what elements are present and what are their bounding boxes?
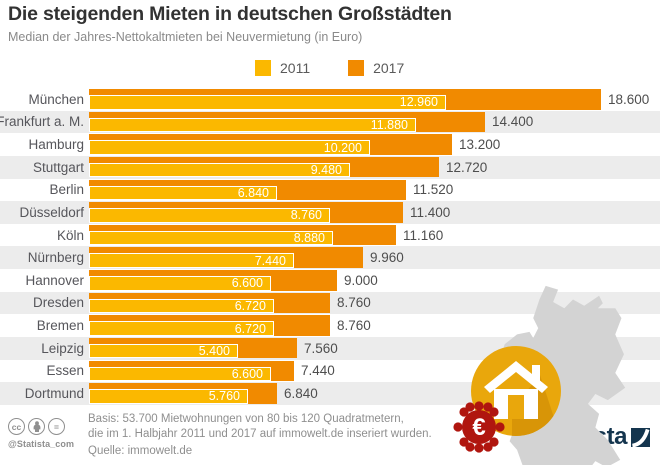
bar-2011: 7.440 bbox=[89, 253, 294, 268]
value-label-2011: 10.200 bbox=[323, 140, 362, 155]
value-label-2011: 5.760 bbox=[208, 389, 240, 404]
bar-2011: 9.480 bbox=[89, 162, 350, 178]
bar-2011: 6.600 bbox=[89, 366, 271, 382]
chart-row: Nürnberg 7.440 9.960 bbox=[0, 246, 660, 269]
chart-rows: München 12.960 18.600 Frankfurt a. M. 11.880… bbox=[0, 88, 660, 405]
source-note: Quelle: immowelt.de bbox=[88, 445, 193, 457]
value-label-2017: 12.720 bbox=[446, 159, 488, 175]
chart-row: Hannover 6.600 9.000 bbox=[0, 269, 660, 292]
bar-2011: 12.960 bbox=[89, 95, 446, 110]
value-label-2011: 7.440 bbox=[254, 253, 286, 268]
bar-2011: 6.720 bbox=[89, 321, 274, 336]
city-label: Dresden bbox=[32, 295, 84, 311]
value-label-2011: 12.960 bbox=[399, 95, 438, 110]
bar-2011: 6.720 bbox=[89, 298, 274, 314]
city-label: Leipzig bbox=[41, 340, 84, 356]
bar-2011: 11.880 bbox=[89, 117, 416, 133]
value-label-2017: 11.400 bbox=[410, 204, 451, 220]
chart-row: Dresden 6.720 8.760 bbox=[0, 291, 660, 315]
chart-row: Köln 8.880 11.160 bbox=[0, 224, 660, 247]
value-label-2011: 6.600 bbox=[231, 276, 263, 291]
bar-2011: 8.760 bbox=[89, 208, 330, 223]
value-label-2017: 6.840 bbox=[284, 385, 318, 401]
value-label-2017: 11.520 bbox=[413, 182, 454, 198]
chart-row: Essen 6.600 7.440 bbox=[0, 360, 660, 383]
page-subtitle: Median der Jahres-Nettokaltmieten bei Ne… bbox=[8, 30, 363, 44]
legend-item-2011: 2011 bbox=[255, 60, 310, 76]
value-label-2017: 18.600 bbox=[608, 91, 650, 107]
value-label-2011: 9.480 bbox=[310, 163, 342, 178]
bar-chart: München 12.960 18.600 Frankfurt a. M. 11.880… bbox=[0, 88, 660, 465]
statista-handle[interactable]: @Statista_com bbox=[8, 439, 75, 449]
chart-row: Düsseldorf 8.760 11.400 bbox=[0, 201, 660, 224]
city-label: Dortmund bbox=[24, 385, 84, 401]
legend-swatch-2017-icon bbox=[348, 60, 365, 76]
euro-badge-icon: € bbox=[453, 401, 505, 453]
city-label: Stuttgart bbox=[32, 159, 84, 175]
value-label-2011: 8.760 bbox=[290, 208, 322, 223]
value-label-2011: 6.720 bbox=[234, 321, 266, 336]
basis-note: Basis: 53.700 Mietwohnungen von 80 bis 1… bbox=[88, 412, 432, 441]
city-label: Hamburg bbox=[28, 137, 84, 153]
value-label-2017: 13.200 bbox=[459, 137, 501, 153]
city-label: Nürnberg bbox=[27, 250, 84, 266]
basis-line-2: die im 1. Halbjahr 2011 und 2017 auf imm… bbox=[88, 427, 432, 440]
value-label-2017: 8.760 bbox=[337, 295, 371, 311]
chart-row: Frankfurt a. M. 11.880 14.400 bbox=[0, 110, 660, 134]
statista-logomark-icon bbox=[631, 428, 650, 447]
value-label-2017: 11.160 bbox=[403, 227, 444, 243]
value-label-2017: 7.440 bbox=[301, 363, 335, 379]
city-label: Berlin bbox=[49, 182, 84, 198]
city-label: Essen bbox=[46, 363, 84, 379]
basis-line-1: Basis: 53.700 Mietwohnungen von 80 bis 1… bbox=[88, 413, 404, 425]
value-label-2011: 8.880 bbox=[293, 231, 325, 246]
value-label-2011: 6.840 bbox=[237, 185, 269, 200]
city-label: München bbox=[28, 91, 84, 107]
chart-row: München 12.960 18.600 bbox=[0, 88, 660, 111]
legend-label-2017: 2017 bbox=[373, 60, 405, 76]
value-label-2017: 14.400 bbox=[492, 114, 534, 130]
house-euro-icon: € bbox=[453, 346, 561, 453]
cc-attribution-icon[interactable] bbox=[28, 418, 45, 435]
legend: 2011 2017 bbox=[255, 60, 432, 76]
value-label-2017: 9.000 bbox=[344, 272, 378, 288]
cc-license-block: cc = @Statista_com bbox=[8, 418, 74, 449]
value-label-2017: 9.960 bbox=[370, 250, 404, 266]
bar-2011: 10.200 bbox=[89, 140, 370, 155]
chart-row: Stuttgart 9.480 12.720 bbox=[0, 155, 660, 179]
chart-row: Berlin 6.840 11.520 bbox=[0, 179, 660, 202]
cc-equal-icon[interactable]: = bbox=[48, 418, 65, 435]
value-label-2011: 5.400 bbox=[198, 344, 230, 359]
bar-2011: 6.840 bbox=[89, 185, 277, 201]
value-label-2017: 8.760 bbox=[337, 318, 371, 334]
page-title: Die steigenden Mieten in deutschen Großs… bbox=[8, 3, 452, 25]
chart-row: Hamburg 10.200 13.200 bbox=[0, 133, 660, 156]
value-label-2011: 6.600 bbox=[231, 366, 263, 381]
bar-2011: 8.880 bbox=[89, 230, 333, 246]
city-label: Hannover bbox=[25, 272, 84, 288]
cc-icon[interactable]: cc bbox=[8, 418, 25, 435]
legend-item-2017: 2017 bbox=[348, 60, 404, 76]
city-label: Düsseldorf bbox=[19, 204, 84, 220]
value-label-2011: 11.880 bbox=[370, 117, 408, 132]
city-label: Bremen bbox=[36, 318, 84, 334]
bar-2011: 5.400 bbox=[89, 343, 238, 359]
city-label: Frankfurt a. M. bbox=[0, 114, 84, 130]
chart-row: Bremen 6.720 8.760 bbox=[0, 314, 660, 337]
bar-2011: 6.600 bbox=[89, 276, 271, 291]
svg-text:€: € bbox=[472, 414, 485, 441]
legend-swatch-2011-icon bbox=[255, 60, 271, 76]
value-label-2017: 7.560 bbox=[304, 340, 338, 356]
house-glyph bbox=[484, 361, 548, 419]
legend-label-2011: 2011 bbox=[280, 60, 311, 76]
city-label: Köln bbox=[56, 227, 84, 243]
bar-2011: 5.760 bbox=[89, 389, 248, 404]
value-label-2011: 6.720 bbox=[234, 298, 266, 313]
